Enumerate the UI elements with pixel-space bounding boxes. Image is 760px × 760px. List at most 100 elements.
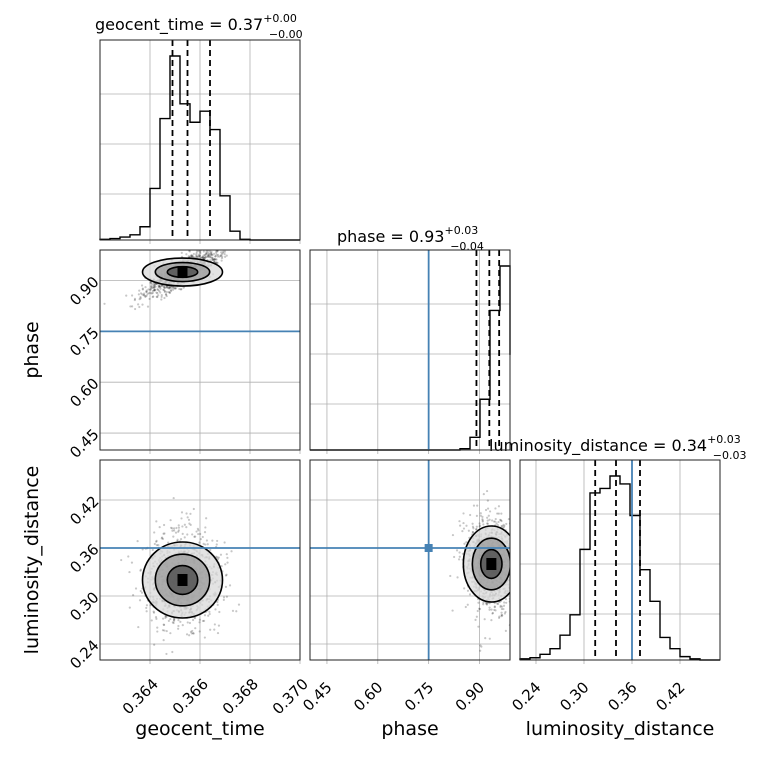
sample-point	[174, 531, 178, 534]
sample-point	[201, 535, 204, 539]
sample-point	[505, 601, 508, 604]
sample-point	[170, 287, 173, 290]
sample-point	[500, 512, 503, 515]
sample-point	[482, 523, 485, 526]
sample-point	[466, 603, 469, 606]
sample-point	[499, 605, 502, 608]
sample-point	[180, 511, 184, 514]
histogram-luminosity_distance	[519, 475, 720, 661]
sample-point	[164, 293, 168, 296]
sample-point	[152, 289, 156, 292]
sample-point	[198, 621, 201, 624]
sample-point	[482, 492, 485, 496]
sample-point	[502, 604, 506, 607]
sample-point	[202, 256, 205, 259]
sample-point	[145, 606, 148, 610]
sample-point	[209, 253, 212, 257]
sample-point	[195, 250, 199, 253]
sample-point	[153, 542, 156, 546]
sample-point	[223, 541, 226, 544]
sample-point	[209, 259, 212, 262]
sample-point	[143, 294, 146, 297]
sample-point	[188, 634, 191, 637]
sample-point	[139, 568, 142, 571]
sample-point	[475, 528, 478, 531]
sample-point	[488, 637, 491, 640]
sample-point	[217, 556, 220, 559]
sample-point	[202, 619, 206, 622]
sample-point	[497, 512, 500, 515]
sample-point	[189, 512, 192, 515]
truth-marker	[424, 544, 433, 552]
sample-point	[458, 520, 461, 523]
sample-point	[494, 517, 497, 521]
sample-point	[504, 610, 507, 614]
sample-point	[226, 561, 229, 564]
sample-point	[134, 307, 137, 311]
sample-point	[218, 610, 221, 614]
sample-point	[162, 623, 165, 626]
sample-point	[165, 290, 168, 294]
contour-line	[141, 257, 224, 287]
sample-point	[221, 255, 224, 258]
contour-line	[462, 525, 510, 603]
sample-point	[493, 608, 496, 612]
sample-point	[158, 289, 161, 293]
sample-point	[505, 522, 508, 526]
sample-point	[164, 293, 168, 296]
sample-point	[486, 519, 489, 522]
panel-frame-2-2	[519, 459, 721, 661]
sample-point	[223, 255, 227, 258]
sample-point	[208, 612, 211, 616]
sample-point	[202, 542, 205, 545]
sample-point	[128, 570, 131, 574]
sample-point	[451, 609, 454, 612]
sample-point	[154, 289, 157, 292]
sample-point	[222, 251, 225, 254]
sample-point	[169, 632, 172, 635]
title-geocent-time: geocent_time = 0.37+0.00 −0.00	[95, 12, 303, 41]
sample-point	[475, 615, 478, 618]
sample-point	[486, 507, 490, 510]
sample-point	[158, 526, 161, 529]
sample-point	[152, 610, 155, 613]
density-peak	[486, 558, 497, 570]
sample-point	[499, 604, 502, 607]
scatter-cloud-2-1	[449, 489, 510, 652]
sample-point	[153, 284, 157, 287]
sample-point	[179, 620, 182, 623]
sample-point	[498, 616, 501, 619]
sample-point	[153, 284, 156, 287]
sample-point	[225, 254, 228, 257]
sample-point	[469, 513, 472, 517]
sample-point	[172, 286, 175, 289]
sample-point	[182, 286, 185, 289]
sample-point	[165, 285, 168, 288]
x-tick-label: 0.60	[350, 678, 386, 714]
sample-point	[152, 295, 155, 298]
sample-point	[479, 649, 482, 652]
sample-point	[471, 530, 474, 534]
panel-frame-1-0	[99, 249, 301, 451]
sample-point	[204, 252, 208, 256]
sample-point	[500, 519, 503, 523]
sample-point	[205, 517, 208, 520]
sample-point	[211, 258, 214, 261]
sample-point	[479, 512, 482, 515]
density-peak	[177, 574, 188, 586]
sample-point	[177, 619, 180, 622]
sample-point	[164, 616, 167, 620]
sample-point	[155, 295, 158, 298]
sample-point	[137, 293, 140, 296]
sample-point	[130, 294, 134, 297]
sample-point	[485, 603, 489, 606]
sample-point	[159, 291, 162, 294]
sample-point	[216, 539, 219, 543]
sample-point	[205, 539, 208, 542]
sample-point	[488, 510, 492, 513]
sample-point	[507, 517, 510, 521]
sample-point	[463, 587, 466, 590]
x-tick-label: 0.90	[452, 678, 488, 714]
sample-point	[486, 522, 489, 525]
